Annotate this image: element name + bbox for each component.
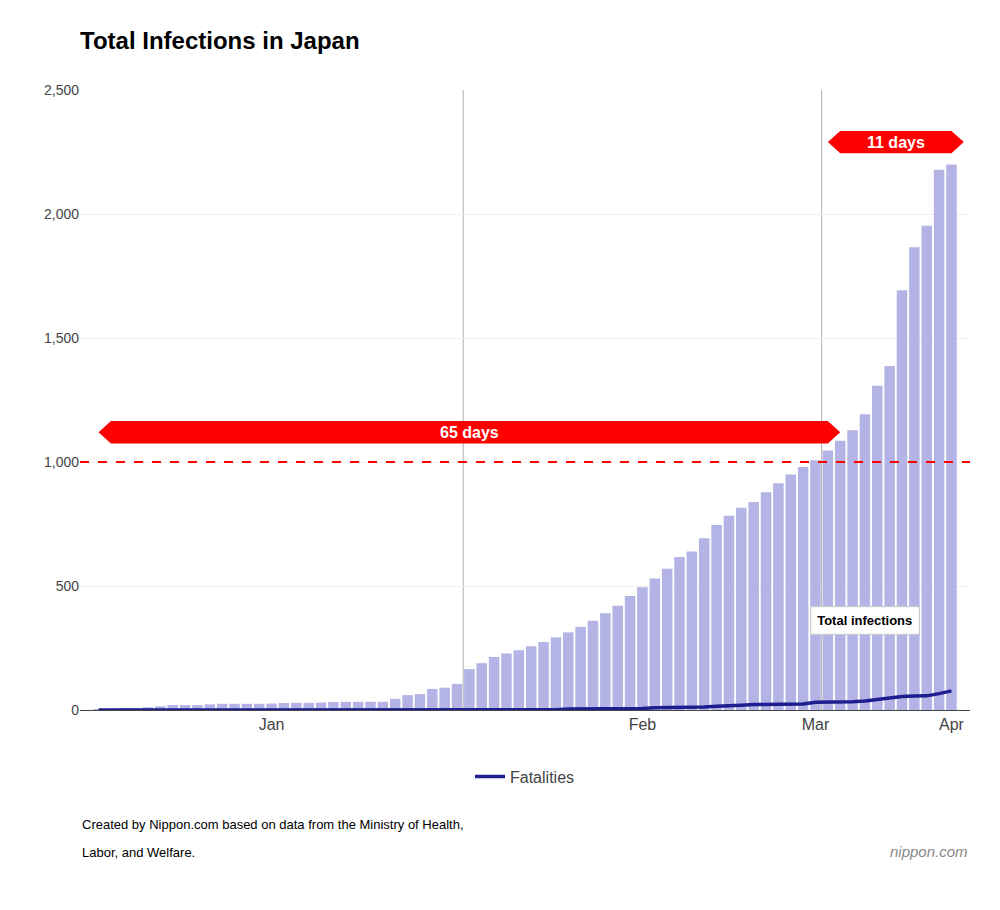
svg-text:2,000: 2,000: [44, 206, 79, 222]
svg-text:1,500: 1,500: [44, 330, 79, 346]
svg-text:Labor, and Welfare.: Labor, and Welfare.: [82, 845, 195, 860]
svg-text:Created by Nippon.com based on: Created by Nippon.com based on data from…: [82, 817, 464, 832]
svg-text:Apr: Apr: [939, 716, 965, 733]
svg-text:Total Infections in Japan: Total Infections in Japan: [80, 27, 360, 54]
svg-text:Jan: Jan: [259, 716, 285, 733]
svg-text:11 days: 11 days: [867, 134, 925, 151]
svg-text:Fatalities: Fatalities: [510, 769, 574, 786]
svg-text:1,000: 1,000: [44, 454, 79, 470]
svg-text:nippon.com: nippon.com: [890, 843, 968, 860]
svg-text:Feb: Feb: [629, 716, 657, 733]
svg-text:Total infections: Total infections: [817, 613, 912, 628]
svg-text:2,500: 2,500: [44, 82, 79, 98]
svg-text:500: 500: [56, 578, 80, 594]
svg-text:0: 0: [71, 702, 79, 718]
svg-text:65 days: 65 days: [440, 424, 499, 441]
svg-text:Mar: Mar: [802, 716, 830, 733]
